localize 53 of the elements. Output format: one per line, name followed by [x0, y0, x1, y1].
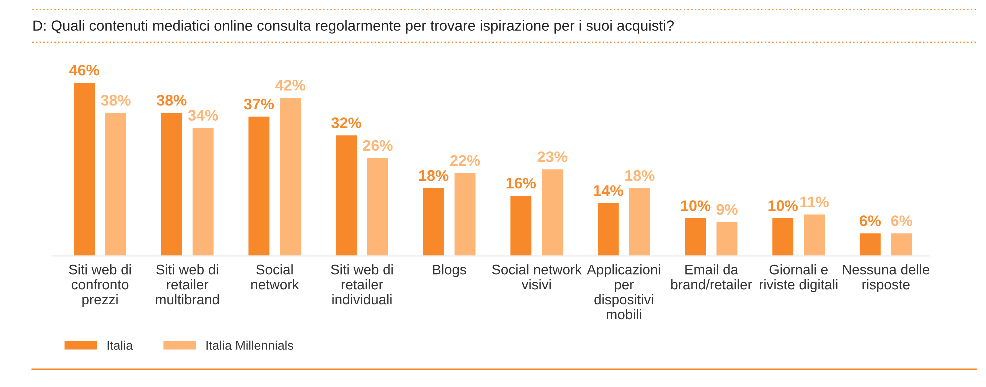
data-label: 14%: [594, 186, 624, 196]
bar: [248, 116, 270, 256]
bar: [280, 98, 302, 256]
data-label: 32%: [332, 118, 362, 129]
x-tick-label: Giornali e riviste digitali: [760, 264, 838, 292]
data-label: 38%: [156, 95, 187, 106]
data-label: 37%: [244, 98, 274, 110]
bar: [716, 222, 738, 256]
chart-title: D: Quali contenuti mediatici online consulta regolarmente per trovare ispirazione per i suoi acquisti?: [34, 20, 674, 34]
data-label: 16%: [506, 178, 536, 189]
legend-label: Italia Millennials: [206, 340, 294, 350]
bar: [598, 203, 619, 256]
bar: [860, 234, 881, 256]
x-tick-label: Siti web di retailer individuali: [331, 264, 393, 305]
data-label: 6%: [860, 216, 882, 226]
bar: [74, 82, 96, 256]
bar: [510, 196, 532, 256]
data-label: 22%: [450, 155, 480, 166]
data-label: 18%: [626, 170, 655, 182]
data-label: 42%: [276, 80, 306, 91]
data-label: 10%: [681, 200, 711, 212]
bar: [772, 218, 794, 256]
bar: [804, 214, 826, 256]
bar: [336, 136, 357, 256]
bar: [542, 170, 564, 256]
x-tick-label: Applicazioni per dispositivi mobili: [587, 264, 660, 320]
x-tick-label: Blogs: [433, 264, 466, 278]
bar: [106, 113, 126, 256]
bar: [891, 234, 912, 256]
data-label: 23%: [538, 152, 568, 162]
x-tick-label: Siti web di confronto prezzi: [69, 264, 131, 308]
bar: [423, 188, 444, 256]
x-tick-label: Email da brand/retailer: [671, 264, 752, 290]
x-tick-label: Nessuna delle risposte: [843, 264, 930, 292]
data-label: 9%: [716, 204, 738, 216]
data-label: 11%: [800, 196, 830, 208]
bar: [192, 128, 214, 256]
bar: [629, 188, 650, 256]
bar: [161, 113, 182, 256]
x-tick-label: Social network visivi: [492, 264, 582, 290]
bar: [685, 218, 706, 256]
data-label: 18%: [420, 170, 449, 182]
x-tick-label: Siti web di retailer multibrand: [156, 264, 220, 305]
bar: [367, 158, 388, 256]
data-label: 38%: [101, 95, 131, 106]
x-tick-label: Social network: [252, 264, 300, 290]
data-label: 26%: [363, 140, 393, 152]
data-label: 6%: [891, 216, 912, 226]
data-label: 46%: [70, 64, 100, 76]
data-label: 10%: [768, 200, 798, 212]
legend-label: Italia: [108, 340, 134, 350]
data-label: 34%: [188, 110, 218, 121]
bar: [454, 173, 476, 256]
